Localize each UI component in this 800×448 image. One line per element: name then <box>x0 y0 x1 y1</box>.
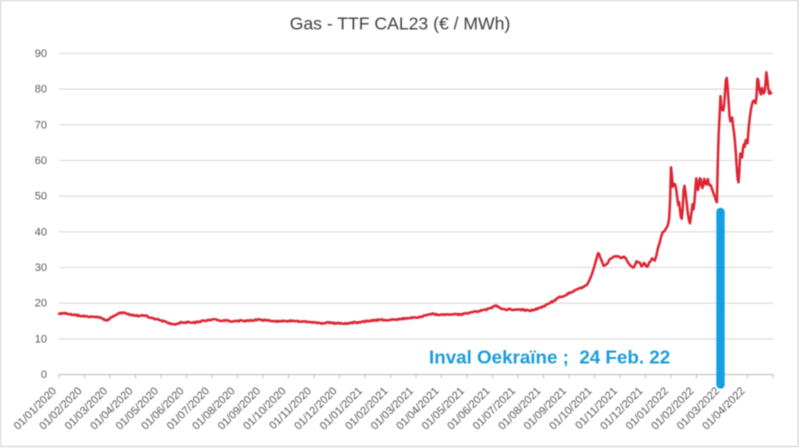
svg-text:80: 80 <box>35 84 47 96</box>
svg-text:Inval Oekraïne ; 24 Feb. 22: Inval Oekraïne ; 24 Feb. 22 <box>429 347 670 368</box>
svg-text:30: 30 <box>35 262 47 274</box>
svg-text:20: 20 <box>35 298 47 310</box>
svg-text:0: 0 <box>41 369 47 381</box>
svg-text:60: 60 <box>35 155 47 167</box>
svg-text:70: 70 <box>35 119 47 131</box>
svg-text:Gas - TTF CAL23 (€ / MWh): Gas - TTF CAL23 (€ / MWh) <box>290 14 511 34</box>
svg-text:90: 90 <box>35 48 47 60</box>
svg-text:10: 10 <box>35 333 47 345</box>
svg-text:40: 40 <box>35 226 47 238</box>
svg-text:50: 50 <box>35 191 47 203</box>
